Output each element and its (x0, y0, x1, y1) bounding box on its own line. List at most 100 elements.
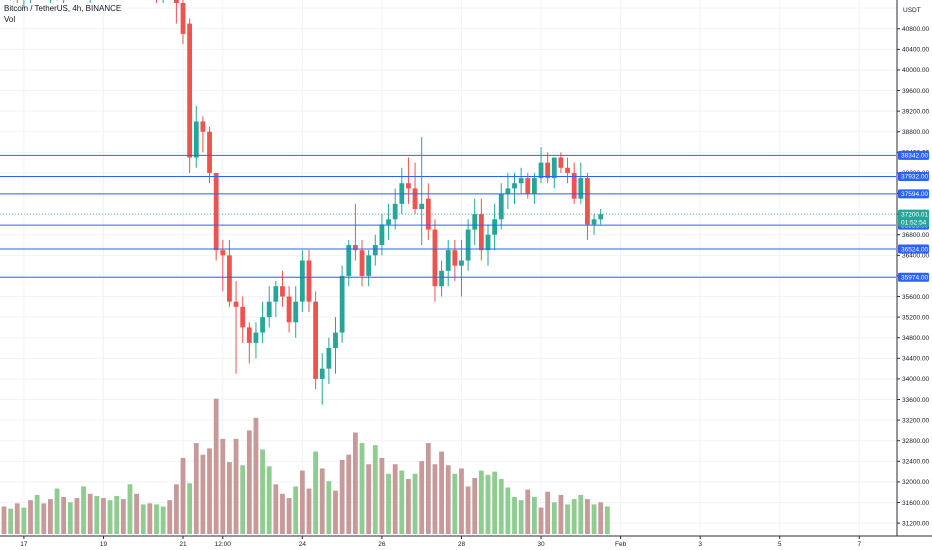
candle (538, 147, 544, 184)
candle-body (379, 224, 385, 246)
level-tag-bg (898, 171, 929, 181)
candle-body (505, 188, 511, 194)
volume-bar (518, 500, 524, 534)
candle (545, 152, 551, 184)
volume-bar (266, 466, 272, 534)
candle (412, 162, 418, 215)
time-tick-label: 26 (378, 541, 386, 548)
volume-bar (406, 479, 411, 534)
volume-bar (392, 464, 398, 534)
candle-body (425, 198, 431, 230)
price-tick-label: 31600.00 (902, 500, 929, 507)
volume-bar (200, 454, 206, 534)
candle-body (538, 162, 544, 179)
candle-body (406, 183, 411, 189)
candle-body (565, 167, 570, 173)
horizontal-levels[interactable] (0, 154, 896, 278)
candle (392, 188, 398, 230)
price-tick-label: 33200.00 (902, 417, 929, 424)
volume-bar (134, 493, 139, 534)
price-tick-label: 31200.00 (902, 520, 929, 527)
volume-bar (94, 495, 100, 534)
candle-body (585, 178, 590, 225)
time-tick-label: 5 (778, 541, 782, 548)
candle-body (532, 178, 537, 194)
volume-bar (432, 464, 438, 534)
volume-bar (67, 502, 73, 534)
level-tag-label: 36524.00 (901, 246, 928, 253)
volume-bar (286, 498, 292, 534)
volume-bar (220, 438, 226, 534)
price-tick-label: 36400.00 (902, 253, 929, 260)
volume-bar (140, 504, 146, 534)
bar-countdown-label: 01:52:54 (901, 219, 927, 226)
volume-bar (180, 457, 186, 534)
volume-label: Vol (4, 15, 15, 24)
candle-body (306, 260, 312, 302)
volume-bar (386, 473, 391, 534)
candle-body (498, 193, 504, 220)
candle-body (346, 245, 352, 276)
level-tag-label: 37932.00 (901, 174, 928, 181)
volume-bar (551, 502, 557, 534)
candle-body (545, 162, 551, 179)
candle-body (333, 332, 338, 349)
volume-bar (532, 497, 537, 534)
price-tick-label: 35600.00 (902, 294, 929, 301)
price-tick-label: 38800.00 (902, 129, 929, 136)
volume-bar (107, 500, 113, 534)
time-tick-label: 30 (537, 541, 545, 548)
volume-bar (293, 486, 299, 534)
candle (240, 296, 246, 343)
volume-bar (74, 498, 80, 534)
volume-bar (472, 477, 478, 534)
level-tag-bg (898, 272, 929, 282)
candle-body (578, 178, 584, 199)
volume-bar (478, 470, 484, 534)
volume-bar (465, 486, 471, 534)
time-tick-label: 7 (857, 541, 861, 548)
volume-bar (233, 438, 239, 534)
price-axis[interactable]: USDT 40800.00 40400.00 40000.00 39600.00 392… (896, 0, 932, 536)
candle (306, 250, 312, 312)
candle (227, 239, 232, 307)
candlestick-series (10, 0, 604, 405)
volume-bar (558, 494, 564, 534)
candle (173, 0, 179, 24)
volume-bar (114, 495, 120, 534)
candle-body (465, 229, 471, 261)
level-tag-bg (898, 244, 929, 254)
candle-body (246, 327, 252, 343)
currency-label: USDT (903, 7, 921, 14)
volume-bar (14, 503, 20, 534)
candle (213, 172, 219, 261)
symbol-title: Bitcoin / TetherUS, 4h, BINANCE (4, 4, 121, 13)
candle (293, 286, 299, 338)
candle (485, 224, 491, 266)
candle-body (478, 214, 484, 251)
candle (386, 203, 391, 240)
level-tag-label: 37594.00 (901, 191, 928, 198)
level-tag-label: 35974.00 (901, 275, 928, 282)
volume-bar (372, 445, 378, 534)
time-tick-label: 24 (299, 541, 307, 548)
candle-body (227, 255, 232, 302)
candle (505, 172, 511, 209)
candle (180, 0, 186, 45)
candle-body (313, 301, 319, 379)
time-axis[interactable]: 17 19 21 12:00 24 26 28 30 Feb 3 5 7 (0, 535, 932, 548)
volume-bar (359, 443, 365, 534)
volume-bar (253, 417, 259, 534)
volume-bar (505, 487, 511, 534)
candle (472, 198, 478, 246)
candle (193, 105, 199, 168)
candle (346, 239, 352, 287)
volume-bar (273, 484, 279, 534)
level-tag-bg (898, 189, 929, 199)
volume-bar (604, 506, 610, 534)
volume-bar (538, 507, 544, 534)
volume-bar (425, 443, 431, 534)
candle (352, 203, 358, 261)
